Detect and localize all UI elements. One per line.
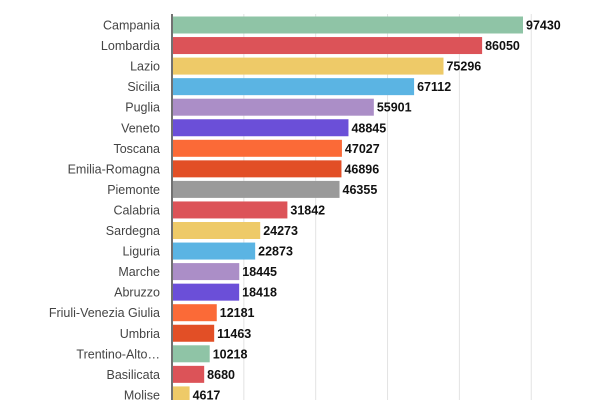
bar [173,324,215,342]
category-label: Sicilia [127,80,160,94]
bar [173,180,340,198]
category-label: Campania [103,19,160,33]
value-label: 48845 [351,121,386,135]
category-label: Puglia [125,101,160,115]
bar [173,57,444,75]
bar [173,242,256,260]
category-label: Trentino-Alto… [76,347,160,361]
bar [173,201,288,219]
category-label: Liguria [122,245,160,259]
bar [173,365,205,383]
category-label: Marche [118,265,160,279]
bar [173,386,190,400]
category-label: Lazio [130,60,160,74]
bar [173,345,210,363]
category-label: Toscana [113,142,160,156]
category-label: Sardegna [106,224,160,238]
value-label: 31842 [290,203,325,217]
bar [173,160,342,178]
value-label: 86050 [485,39,520,53]
bar [173,304,217,322]
value-label: 11463 [217,327,251,341]
category-label: Piemonte [107,183,160,197]
category-label: Veneto [121,121,160,135]
value-label: 18445 [242,265,277,279]
value-label: 22873 [258,245,293,259]
category-label: Basilicata [107,368,161,382]
value-label: 24273 [263,224,298,238]
value-label: 75296 [446,60,481,74]
bar [173,222,261,239]
category-label: Emilia-Romagna [68,162,160,176]
bar [173,119,349,137]
bar [173,37,483,55]
bar [173,16,523,34]
category-label: Molise [124,388,160,400]
value-label: 18418 [242,286,277,300]
value-label: 47027 [345,142,380,156]
bar [173,139,342,157]
bar [173,98,374,116]
value-label: 46896 [344,162,379,176]
value-label: 55901 [377,101,412,115]
category-label: Friuli-Venezia Giulia [49,306,160,320]
category-label: Calabria [113,203,160,217]
bar [173,263,240,281]
value-label: 10218 [213,347,248,361]
category-label: Lombardia [101,39,160,53]
value-label: 46355 [343,183,378,197]
value-label: 4617 [193,388,221,400]
bar [173,283,240,301]
value-label: 97430 [526,19,561,33]
category-label: Abruzzo [114,286,160,300]
value-label: 67112 [417,80,451,94]
value-label: 8680 [207,368,235,382]
category-label: Umbria [120,327,160,341]
value-label: 12181 [220,306,255,320]
bar [173,78,415,96]
